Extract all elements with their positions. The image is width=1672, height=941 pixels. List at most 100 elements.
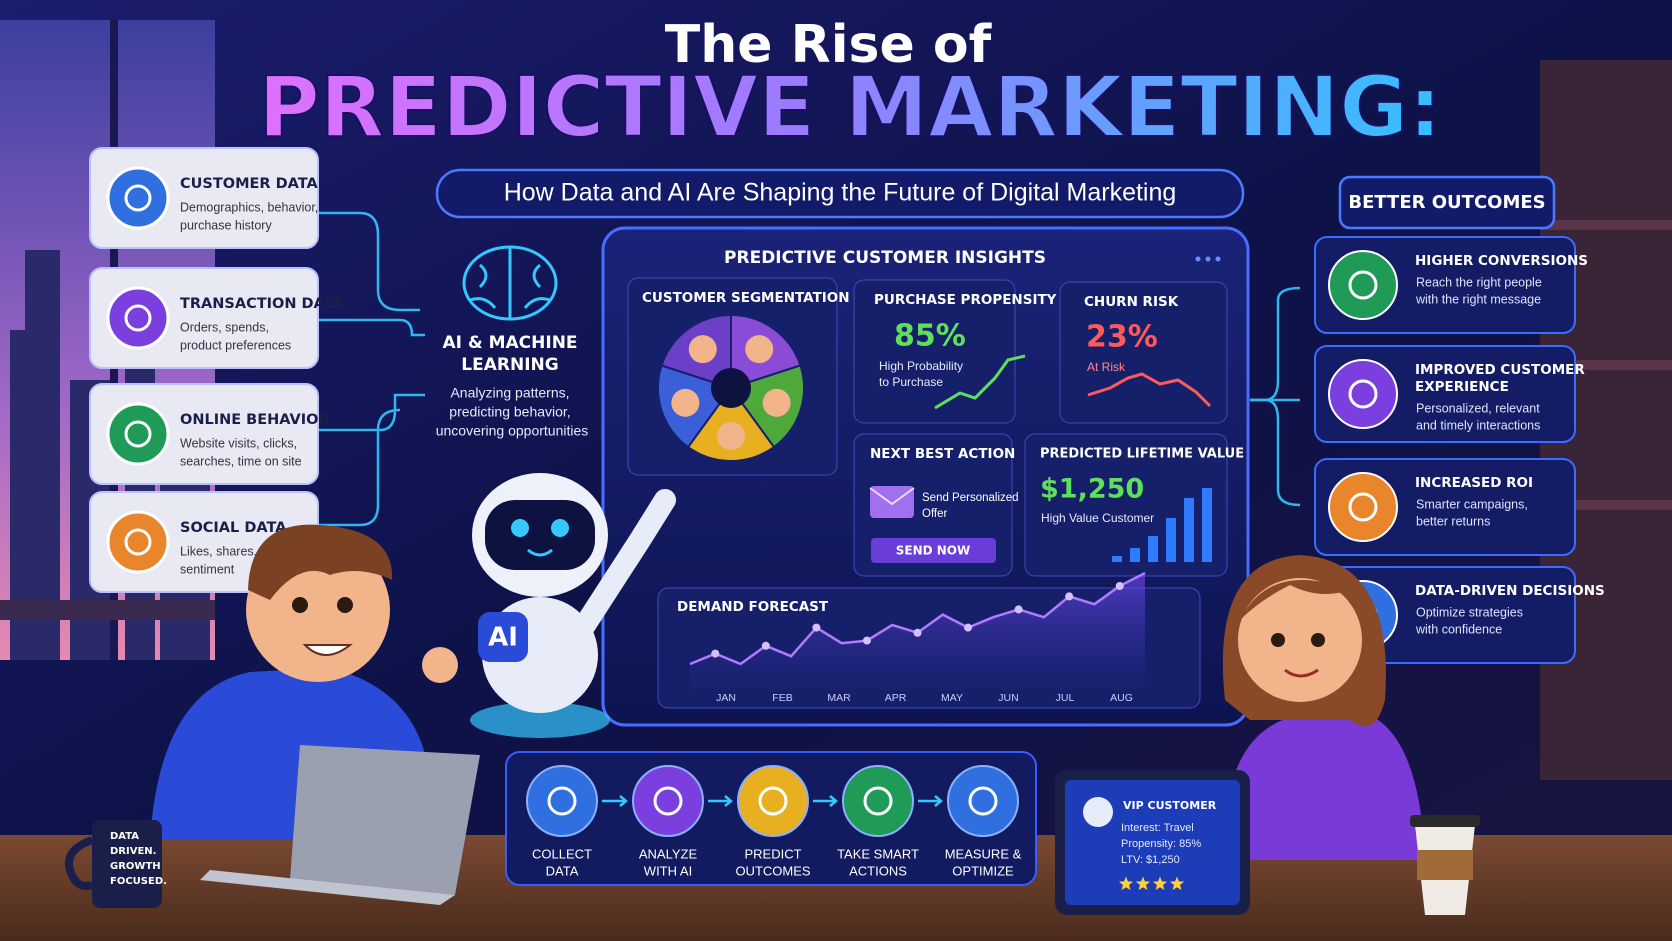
process-icon-glyph [653, 786, 683, 816]
process-label: TAKE SMART [837, 846, 919, 861]
outcomes-title: BETTER OUTCOMES [1348, 192, 1545, 213]
month-label: JUL [1056, 692, 1075, 704]
title-line-2: PREDICTIVE MARKETING: [258, 58, 1442, 156]
ai-desc: Analyzing patterns, [450, 385, 569, 401]
hand [422, 647, 458, 683]
eye [292, 597, 308, 613]
outcome-icon [1328, 472, 1398, 542]
outcome-desc: Optimize strategies [1416, 605, 1523, 619]
brain-folds [469, 248, 551, 318]
propensity-value: 85% [894, 319, 966, 354]
source-icon-glyph [124, 420, 152, 448]
propensity-title: PURCHASE PROPENSITY [874, 292, 1057, 308]
source-icon [106, 166, 170, 230]
source-desc: Demographics, behavior, [180, 200, 318, 214]
outcome-title: INCREASED ROI [1415, 475, 1533, 491]
bar [1184, 498, 1194, 562]
laptop-screen [290, 745, 480, 895]
outcome-title: EXPERIENCE [1415, 379, 1509, 395]
outcome-desc: and timely interactions [1416, 418, 1540, 432]
outcome-icon-glyph [1348, 379, 1378, 409]
month-label: FEB [772, 692, 792, 704]
source-desc: product preferences [180, 338, 291, 352]
star [1169, 876, 1185, 891]
outcome-desc: Reach the right people [1416, 275, 1542, 289]
process-label: MEASURE & [945, 846, 1022, 861]
month-label: JUN [998, 692, 1018, 704]
source-desc: purchase history [180, 218, 272, 232]
forecast-point [913, 628, 922, 637]
star [1152, 876, 1168, 891]
forecast-point [862, 636, 871, 645]
propensity-card [853, 279, 1016, 424]
propensity-sparkline [934, 354, 1026, 410]
churn-card [1059, 281, 1228, 424]
robot-badge: AI [488, 623, 518, 653]
month-label: MAY [941, 692, 963, 704]
outcome-desc: with confidence [1415, 622, 1502, 636]
avatar [671, 388, 700, 417]
source-desc: searches, time on site [180, 454, 302, 468]
forecast-point [761, 641, 770, 650]
dot [1215, 256, 1221, 262]
shelf [1540, 360, 1672, 370]
connector [1250, 398, 1301, 507]
source-icon [106, 286, 170, 350]
tablet-line: LTV: $1,250 [1121, 854, 1180, 866]
action-title: NEXT BEST ACTION [870, 446, 1015, 462]
source-title: TRANSACTION DATA [180, 296, 344, 312]
robot-badge-bg [478, 612, 528, 662]
process-arrow [708, 795, 733, 807]
panel-dots [1195, 256, 1221, 262]
bar [1202, 488, 1212, 562]
hair [248, 524, 393, 600]
send-button-label[interactable]: SEND NOW [896, 544, 971, 558]
process-icon [947, 765, 1019, 837]
process-label: COLLECT [532, 846, 592, 861]
tablet-title: VIP CUSTOMER [1123, 799, 1217, 812]
churn-value: 23% [1086, 320, 1158, 355]
avatar-icon [1083, 797, 1113, 827]
bar [1130, 548, 1140, 562]
head [1238, 578, 1362, 702]
outcome-desc: Personalized, relevant [1416, 401, 1540, 415]
building [25, 250, 60, 660]
sweater [1224, 715, 1425, 860]
robot-eye [511, 519, 529, 537]
bar [1148, 536, 1158, 562]
source-icon-glyph [124, 304, 152, 332]
process-icon-glyph [547, 786, 577, 816]
robot-smile [527, 548, 553, 557]
source-desc: Orders, spends, [180, 320, 269, 334]
window-sill [0, 600, 215, 620]
source-icon [106, 402, 170, 466]
send-button[interactable] [871, 538, 996, 563]
bar [1166, 518, 1176, 562]
bangs [1240, 580, 1350, 620]
segmentation-title: CUSTOMER SEGMENTATION [642, 290, 850, 306]
connector [318, 408, 401, 527]
brain-outline [462, 245, 558, 321]
source-title: SOCIAL DATA [180, 520, 287, 536]
eye [337, 597, 353, 613]
action-desc: Send Personalized [922, 492, 1019, 504]
segment-pie [657, 313, 805, 462]
robot-arm [574, 489, 676, 636]
laptop-base [200, 870, 455, 905]
eye [1311, 633, 1325, 647]
process-label: OPTIMIZE [952, 863, 1014, 878]
connectors [318, 211, 1301, 527]
hologram-base [470, 702, 610, 738]
eye [1271, 633, 1285, 647]
process-label: WITH AI [644, 863, 692, 878]
forecast-point [1065, 592, 1074, 601]
dot [1195, 256, 1201, 262]
outcome-desc: Smarter campaigns, [1416, 497, 1528, 511]
mug [92, 820, 162, 908]
forecast-title: DEMAND FORECAST [677, 599, 829, 615]
process-label: DATA [546, 863, 579, 878]
process-icon [842, 765, 914, 837]
forecast-chart: JAN FEB MAR APR MAY JUN JUL AUG [689, 571, 1146, 704]
robot: AI [470, 473, 676, 738]
